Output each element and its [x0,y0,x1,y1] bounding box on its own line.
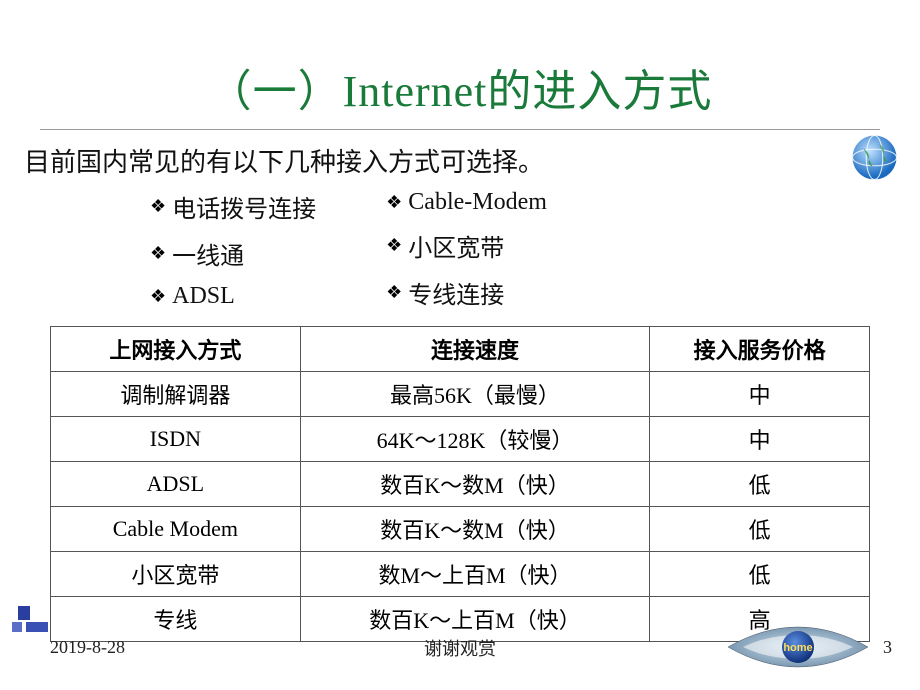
bullet-item: ❖ 专线连接 [386,275,547,310]
table-row: ISDN 64K～128K（较慢） 中 [51,417,870,462]
table-row: 调制解调器 最高56K（最慢） 中 [51,372,870,417]
table-header: 接入服务价格 [650,327,870,372]
bullet-item: ❖ Cable-Modem [386,189,547,216]
page-number: 3 [883,637,892,658]
diamond-icon: ❖ [386,192,402,213]
table-cell: Cable Modem [51,507,301,552]
diamond-icon: ❖ [150,286,166,307]
bullet-label: 电话拨号连接 [172,189,316,224]
home-nav-button[interactable]: home [723,625,873,670]
diamond-icon: ❖ [386,235,402,256]
bullet-item: ❖ 电话拨号连接 [150,189,316,224]
table-cell: ADSL [51,462,301,507]
table-cell: 低 [650,507,870,552]
table-cell: 小区宽带 [51,552,301,597]
bullet-label: 一线通 [172,236,244,271]
footer-date: 2019-8-28 [50,637,125,658]
table-cell: 低 [650,462,870,507]
home-label: home [783,642,812,654]
bullet-item: ❖ ADSL [150,283,316,310]
table-cell: 中 [650,372,870,417]
globe-icon [847,130,902,185]
bullet-label: 专线连接 [408,275,504,310]
table-cell: 调制解调器 [51,372,301,417]
bullet-label: Cable-Modem [408,189,547,216]
title-divider [40,129,880,130]
page-title: （一）Internet的进入方式 [20,55,900,119]
table-cell: 数百K～数M（快） [300,462,650,507]
table-cell: 数百K～数M（快） [300,507,650,552]
bullet-list: ❖ 电话拨号连接 ❖ 一线通 ❖ ADSL ❖ Cable-Modem ❖ 小区… [150,189,900,310]
bullet-item: ❖ 一线通 [150,236,316,271]
table-header-row: 上网接入方式 连接速度 接入服务价格 [51,327,870,372]
diamond-icon: ❖ [386,282,402,303]
diamond-icon: ❖ [150,243,166,264]
footer: 2019-8-28 谢谢观赏 home 3 [0,625,920,670]
table-header: 连接速度 [300,327,650,372]
table-row: ADSL 数百K～数M（快） 低 [51,462,870,507]
table-cell: 低 [650,552,870,597]
slide: （一）Internet的进入方式 目前国内常见的有以下几种接入方式可选择。 ❖ … [0,0,920,690]
table-cell: 最高56K（最慢） [300,372,650,417]
diamond-icon: ❖ [150,196,166,217]
intro-text: 目前国内常见的有以下几种接入方式可选择。 [24,142,900,179]
table-row: 小区宽带 数M～上百M（快） 低 [51,552,870,597]
table-header: 上网接入方式 [51,327,301,372]
connection-table: 上网接入方式 连接速度 接入服务价格 调制解调器 最高56K（最慢） 中 ISD… [50,326,870,642]
bullet-column-right: ❖ Cable-Modem ❖ 小区宽带 ❖ 专线连接 [386,189,547,310]
table-cell: ISDN [51,417,301,462]
footer-right: home 3 [723,625,892,670]
table-cell: 64K～128K（较慢） [300,417,650,462]
table-cell: 中 [650,417,870,462]
bullet-item: ❖ 小区宽带 [386,228,547,263]
footer-center-text: 谢谢观赏 [424,635,496,661]
bullet-column-left: ❖ 电话拨号连接 ❖ 一线通 ❖ ADSL [150,189,316,310]
table-cell: 数M～上百M（快） [300,552,650,597]
table-row: Cable Modem 数百K～数M（快） 低 [51,507,870,552]
bullet-label: ADSL [172,283,235,310]
bullet-label: 小区宽带 [408,228,504,263]
